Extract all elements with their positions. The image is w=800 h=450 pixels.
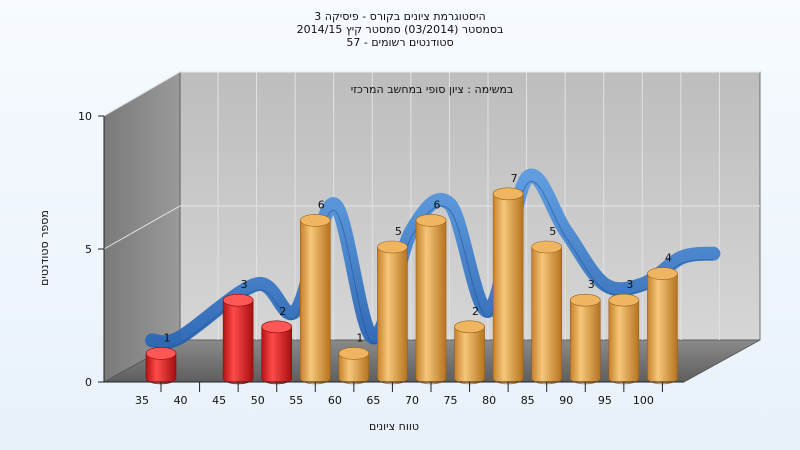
chart-title: היסטוגרמת ציונים בקורס - פיסיקה 3 [314,10,486,23]
bar-top [415,214,447,227]
distribution-curve [145,168,721,350]
bar-value-label: 3 [241,278,248,291]
bar-90: 3 [569,278,601,385]
bar-value-label: 5 [395,225,402,238]
bar-60: 1 [338,331,370,385]
y-tick-label: 0 [85,376,92,389]
bar-body [647,273,678,385]
bar-55: 6 [299,198,331,385]
bar-80: 7 [492,172,524,385]
bar-top [647,267,678,280]
bar-top [338,347,370,360]
bar-value-label: 2 [279,305,286,318]
grid-line-1 [103,205,760,250]
x-tick-label: 35 [135,394,149,407]
x-tick-label: 40 [174,394,188,407]
x-tick-label: 50 [251,394,265,407]
bar-value-label: 6 [433,198,440,211]
bar-value-label: 7 [511,172,518,185]
bar-value-label: 2 [472,305,479,318]
bar-value-label: 1 [356,331,363,344]
bar-value-label: 6 [318,198,325,211]
bar-75: 2 [454,305,485,385]
bar-top [377,240,408,254]
x-tick-label: 70 [405,394,419,407]
bar-85: 5 [531,225,563,385]
x-axis-label: טווח ציונים [369,420,419,433]
bar-value-label: 4 [665,252,672,265]
bar-70: 6 [415,198,447,385]
bar-body [454,326,485,385]
grid-lines [103,71,760,340]
bar-value-label: 3 [626,278,633,291]
bar-top [261,320,293,334]
bar-50: 2 [261,305,293,385]
x-tick-label: 65 [366,394,380,407]
bar-top [299,214,331,227]
bar-body [377,246,408,385]
x-tick-label: 80 [482,394,496,407]
bar-body [608,299,640,385]
chart-title-block: היסטוגרמת ציונים בקורס - פיסיקה 3 בסמסטר… [0,10,800,49]
x-tick-label: 85 [521,394,535,407]
chart-subtitle: במשימה : ציון סופי במחשב המרכזי [351,83,514,96]
bar-65: 5 [377,225,408,385]
chart-semester: בסמסטר (03/2014) סמסטר קיץ 2014/15 [296,23,504,36]
x-tick-label: 90 [559,394,573,407]
grid-line-2 [103,71,760,117]
bar-value-label: 1 [164,331,171,344]
bar-body [261,326,293,385]
bar-top [569,293,601,307]
bar-value-label: 3 [588,278,595,291]
distribution-curve-ribbon [145,168,721,350]
bar-body [415,220,447,385]
bar-body [145,353,177,385]
distribution-curve-edge [151,181,714,349]
bar-body [492,193,524,385]
x-tick-label: 45 [212,394,226,407]
bar-body [299,220,331,385]
bar-body [338,353,370,385]
y-tick-label: 5 [85,243,92,256]
y-axis-label: מספר סטודנטים [38,210,51,286]
x-tick-label: 75 [444,394,458,407]
y-tick-label: 10 [78,110,92,123]
bars: 1 3 2 6 1 5 6 2 7 5 3 3 4 [145,172,678,385]
bar-top [492,187,524,201]
x-tick-label: 95 [598,394,612,407]
bar-value-label: 5 [549,225,556,238]
bar-top [145,347,177,360]
bar-body [222,299,254,385]
bar-body [569,299,601,385]
bar-top [222,293,254,307]
x-tick-label: 100 [633,394,654,407]
bar-100: 4 [647,252,678,385]
bar-top [454,320,485,334]
x-tick-label: 55 [289,394,303,407]
bar-body [531,246,562,385]
chart-students-count: סטודנטים רשומים - 57 [346,36,454,49]
bar-95: 3 [608,278,640,385]
bar-top [608,293,640,307]
bar-35: 1 [145,331,177,385]
x-tick-label: 60 [328,394,342,407]
bar-45: 3 [222,278,254,385]
bar-top [531,240,563,254]
